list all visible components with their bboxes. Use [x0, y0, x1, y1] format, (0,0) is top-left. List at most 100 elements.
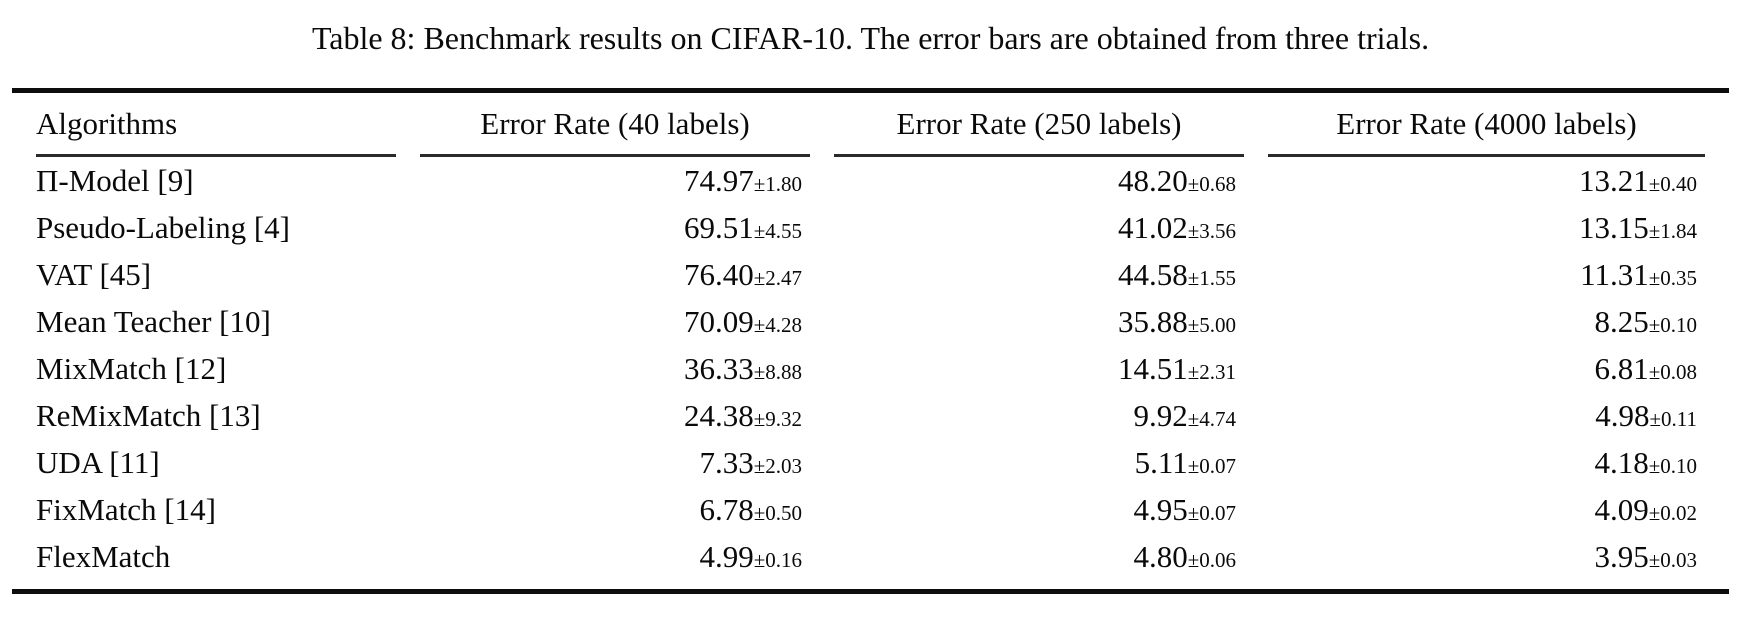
algorithm-name: Mean Teacher [10]	[36, 303, 271, 339]
table-caption: Table 8: Benchmark results on CIFAR-10. …	[311, 20, 1430, 56]
algorithm-name: FlexMatch	[36, 538, 171, 574]
error-rate-std: ±5.00	[1187, 312, 1236, 337]
error-rate-value: 76.40	[683, 256, 754, 292]
error-rate-std: ±0.16	[753, 547, 802, 572]
error-rate-std: ±0.07	[1187, 500, 1236, 525]
error-rate-40-cell: 69.51±4.55	[420, 204, 810, 251]
error-rate-std: ±4.28	[753, 312, 802, 337]
error-rate-4000-cell: 13.21±0.40	[1268, 157, 1705, 204]
table-row: FixMatch [14] 6.78±0.50 4.95±0.07 4.09±0…	[36, 486, 1705, 533]
error-rate-value: 36.33	[683, 350, 754, 386]
column-header-algorithms: Algorithms	[36, 93, 396, 157]
error-rate-value: 74.97	[683, 162, 754, 198]
error-rate-std: ±1.55	[1187, 265, 1236, 290]
error-rate-std: ±8.88	[753, 359, 802, 384]
error-rate-value: 24.38	[683, 397, 754, 433]
error-rate-4000-cell: 6.81±0.08	[1268, 345, 1705, 392]
error-rate-std: ±0.50	[753, 500, 802, 525]
error-rate-value: 4.18	[1594, 444, 1649, 480]
error-rate-40-cell: 36.33±8.88	[420, 345, 810, 392]
spacer	[0, 580, 1741, 589]
error-rate-std: ±1.80	[753, 171, 802, 196]
error-rate-std: ±3.56	[1187, 218, 1236, 243]
error-rate-std: ±2.03	[753, 453, 802, 478]
error-rate-value: 70.09	[683, 303, 754, 339]
table-row: MixMatch [12] 36.33±8.88 14.51±2.31 6.81…	[36, 345, 1705, 392]
top-rule	[12, 88, 1729, 93]
error-rate-std: ±4.74	[1187, 406, 1236, 431]
error-rate-4000-cell: 8.25±0.10	[1268, 298, 1705, 345]
error-rate-value: 4.95	[1133, 491, 1188, 527]
column-header-error-rate-4000: Error Rate (4000 labels)	[1268, 93, 1705, 157]
error-rate-std: ±2.31	[1187, 359, 1236, 384]
table-row: FlexMatch 4.99±0.16 4.80±0.06 3.95±0.03	[36, 533, 1705, 580]
error-rate-value: 13.21	[1578, 162, 1649, 198]
error-rate-std: ±0.68	[1187, 171, 1236, 196]
error-rate-value: 6.78	[699, 491, 754, 527]
error-rate-std: ±4.55	[753, 218, 802, 243]
header-row: Algorithms Error Rate (40 labels) Error …	[36, 93, 1705, 157]
error-rate-std: ±9.32	[753, 406, 802, 431]
error-rate-40-cell: 4.99±0.16	[420, 533, 810, 580]
error-rate-4000-cell: 11.31±0.35	[1268, 251, 1705, 298]
error-rate-250-cell: 35.88±5.00	[834, 298, 1244, 345]
table-row: Pseudo-Labeling [4] 69.51±4.55 41.02±3.5…	[36, 204, 1705, 251]
error-rate-250-cell: 14.51±2.31	[834, 345, 1244, 392]
error-rate-std: ±0.40	[1648, 171, 1697, 196]
table-row: Π-Model [9] 74.97±1.80 48.20±0.68 13.21±…	[36, 157, 1705, 204]
error-rate-value: 7.33	[699, 444, 754, 480]
error-rate-std: ±0.07	[1187, 453, 1236, 478]
error-rate-value: 4.98	[1595, 397, 1650, 433]
error-rate-value: 14.51	[1117, 350, 1188, 386]
error-rate-4000-cell: 3.95±0.03	[1268, 533, 1705, 580]
column-header-error-rate-40: Error Rate (40 labels)	[420, 93, 810, 157]
error-rate-std: ±0.06	[1187, 547, 1236, 572]
error-rate-value: 41.02	[1117, 209, 1188, 245]
error-rate-value: 44.58	[1117, 256, 1188, 292]
algorithm-name: MixMatch [12]	[36, 350, 227, 386]
algorithm-name: Pseudo-Labeling [4]	[36, 209, 290, 245]
error-rate-value: 4.99	[699, 538, 754, 574]
benchmark-table: Algorithms Error Rate (40 labels) Error …	[12, 93, 1729, 580]
error-rate-40-cell: 70.09±4.28	[420, 298, 810, 345]
error-rate-4000-cell: 4.18±0.10	[1268, 439, 1705, 486]
error-rate-value: 4.80	[1133, 538, 1188, 574]
table-row: ReMixMatch [13] 24.38±9.32 9.92±4.74 4.9…	[36, 392, 1705, 439]
bottom-rule	[12, 589, 1729, 594]
error-rate-250-cell: 5.11±0.07	[834, 439, 1244, 486]
algorithm-name: VAT [45]	[36, 256, 152, 292]
error-rate-value: 35.88	[1117, 303, 1188, 339]
error-rate-250-cell: 41.02±3.56	[834, 204, 1244, 251]
error-rate-value: 3.95	[1594, 538, 1649, 574]
error-rate-value: 13.15	[1578, 209, 1649, 245]
algorithm-name: Π-Model [9]	[36, 162, 194, 198]
error-rate-250-cell: 4.80±0.06	[834, 533, 1244, 580]
error-rate-4000-cell: 4.98±0.11	[1268, 392, 1705, 439]
error-rate-250-cell: 44.58±1.55	[834, 251, 1244, 298]
algorithm-name: ReMixMatch [13]	[36, 397, 261, 433]
error-rate-value: 8.25	[1594, 303, 1649, 339]
error-rate-value: 9.92	[1133, 397, 1188, 433]
error-rate-value: 11.31	[1580, 256, 1649, 292]
table-row: UDA [11] 7.33±2.03 5.11±0.07 4.18±0.10	[36, 439, 1705, 486]
error-rate-std: ±2.47	[753, 265, 802, 290]
error-rate-std: ±0.08	[1648, 359, 1697, 384]
error-rate-std: ±0.10	[1648, 312, 1697, 337]
error-rate-4000-cell: 4.09±0.02	[1268, 486, 1705, 533]
error-rate-250-cell: 48.20±0.68	[834, 157, 1244, 204]
algorithm-name: FixMatch [14]	[36, 491, 216, 527]
error-rate-std: ±0.03	[1648, 547, 1697, 572]
error-rate-std: ±0.02	[1648, 500, 1697, 525]
table-row: Mean Teacher [10] 70.09±4.28 35.88±5.00 …	[36, 298, 1705, 345]
table-row: VAT [45] 76.40±2.47 44.58±1.55 11.31±0.3…	[36, 251, 1705, 298]
error-rate-40-cell: 76.40±2.47	[420, 251, 810, 298]
error-rate-40-cell: 74.97±1.80	[420, 157, 810, 204]
error-rate-value: 48.20	[1117, 162, 1188, 198]
error-rate-value: 6.81	[1594, 350, 1649, 386]
error-rate-250-cell: 4.95±0.07	[834, 486, 1244, 533]
error-rate-std: ±1.84	[1648, 218, 1697, 243]
error-rate-value: 5.11	[1134, 444, 1188, 480]
error-rate-40-cell: 24.38±9.32	[420, 392, 810, 439]
error-rate-40-cell: 6.78±0.50	[420, 486, 810, 533]
